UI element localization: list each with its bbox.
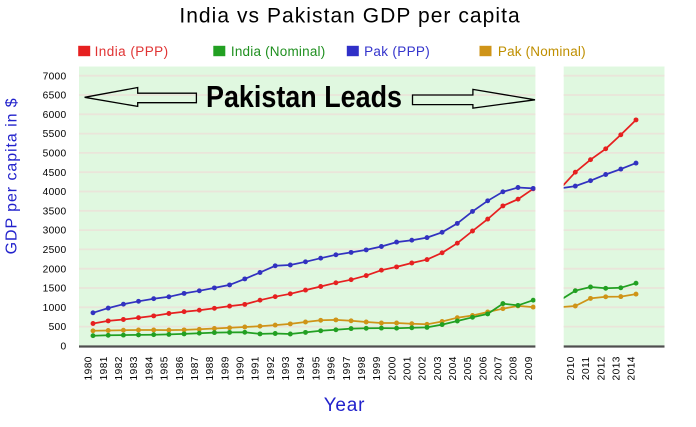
svg-text:0: 0: [61, 342, 67, 353]
svg-text:India (Nominal): India (Nominal): [231, 44, 326, 59]
svg-text:4000: 4000: [43, 187, 67, 198]
svg-text:1996: 1996: [327, 356, 338, 380]
svg-text:1990: 1990: [236, 356, 247, 380]
svg-text:Pakistan Leads: Pakistan Leads: [206, 79, 402, 114]
svg-text:2004: 2004: [448, 356, 459, 380]
svg-text:1998: 1998: [357, 356, 368, 380]
svg-text:2003: 2003: [433, 356, 444, 380]
svg-text:1984: 1984: [144, 356, 155, 380]
svg-text:1000: 1000: [43, 303, 67, 314]
svg-text:2010: 2010: [566, 356, 577, 380]
svg-text:2002: 2002: [418, 356, 429, 380]
svg-text:Year: Year: [324, 395, 366, 416]
svg-text:2013: 2013: [612, 356, 623, 380]
svg-text:2008: 2008: [509, 356, 520, 380]
svg-text:1999: 1999: [372, 356, 383, 380]
svg-text:1992: 1992: [266, 356, 277, 380]
svg-text:1987: 1987: [190, 356, 201, 380]
svg-text:1981: 1981: [99, 356, 110, 380]
svg-text:1991: 1991: [251, 356, 262, 380]
svg-text:1986: 1986: [175, 356, 186, 380]
svg-text:500: 500: [49, 322, 67, 333]
svg-text:2012: 2012: [596, 356, 607, 380]
svg-text:2014: 2014: [627, 356, 638, 380]
svg-text:1988: 1988: [205, 356, 216, 380]
svg-text:5000: 5000: [43, 149, 67, 160]
svg-text:GDP per capita in $: GDP per capita in $: [4, 97, 21, 254]
svg-text:1983: 1983: [129, 356, 140, 380]
svg-text:1982: 1982: [114, 356, 125, 380]
svg-text:3500: 3500: [43, 206, 67, 217]
svg-text:Pak (PPP): Pak (PPP): [364, 44, 430, 59]
svg-text:2011: 2011: [581, 357, 592, 381]
svg-text:2500: 2500: [43, 245, 67, 256]
svg-text:1500: 1500: [43, 284, 67, 295]
svg-text:2009: 2009: [524, 356, 535, 380]
svg-text:2000: 2000: [43, 264, 67, 275]
svg-text:1997: 1997: [342, 356, 353, 380]
svg-text:2007: 2007: [494, 356, 505, 380]
svg-text:1994: 1994: [296, 356, 307, 380]
svg-text:4500: 4500: [43, 168, 67, 179]
svg-text:1995: 1995: [311, 356, 322, 380]
svg-text:2005: 2005: [463, 356, 474, 380]
svg-text:2001: 2001: [403, 356, 414, 380]
svg-text:Pak (Nominal): Pak (Nominal): [498, 44, 586, 59]
svg-text:1985: 1985: [160, 356, 171, 380]
svg-text:6000: 6000: [43, 110, 67, 121]
svg-text:1993: 1993: [281, 356, 292, 380]
svg-text:3000: 3000: [43, 226, 67, 237]
svg-text:6500: 6500: [43, 91, 67, 102]
svg-text:India vs Pakistan GDP per capi: India vs Pakistan GDP per capita: [179, 4, 520, 27]
svg-text:5500: 5500: [43, 129, 67, 140]
svg-text:1980: 1980: [84, 356, 95, 380]
svg-text:7000: 7000: [43, 71, 67, 82]
svg-text:2000: 2000: [387, 356, 398, 380]
svg-text:2006: 2006: [478, 356, 489, 380]
svg-text:India (PPP): India (PPP): [95, 44, 169, 59]
svg-text:1989: 1989: [220, 356, 231, 380]
